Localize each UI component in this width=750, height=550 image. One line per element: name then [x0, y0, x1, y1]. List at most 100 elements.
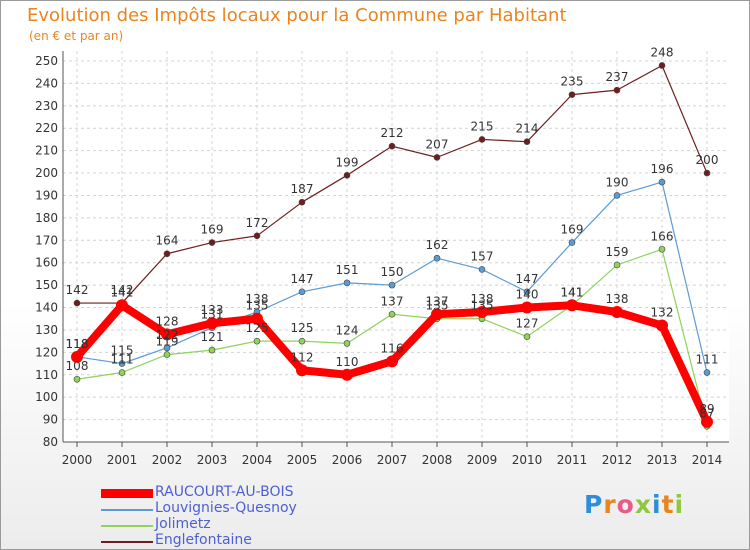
y-tick-label: 90: [43, 413, 58, 427]
data-label: 87: [699, 406, 714, 420]
y-tick-label: 80: [43, 435, 58, 449]
x-tick-label: 2012: [602, 453, 633, 467]
data-label: 111: [111, 353, 134, 367]
data-label: 122: [156, 328, 179, 342]
data-label: 212: [381, 126, 404, 140]
data-point: [341, 368, 353, 381]
data-point: [206, 317, 218, 330]
data-label: 162: [426, 238, 449, 252]
logo-letter: i: [652, 490, 662, 519]
x-tick-label: 2003: [197, 453, 228, 467]
data-point: [703, 169, 711, 177]
data-point: [523, 333, 531, 340]
data-label: 142: [66, 283, 89, 297]
y-tick-label: 150: [35, 278, 58, 292]
data-label: 138: [246, 292, 269, 306]
chart-title: Evolution des Impôts locaux pour la Comm…: [27, 5, 567, 26]
data-label: 196: [651, 162, 674, 176]
legend-label-jolimetz: Jolimetz: [155, 516, 211, 532]
data-label: 147: [291, 272, 314, 286]
data-point: [701, 415, 713, 428]
y-tick-label: 130: [35, 323, 58, 337]
data-label: 127: [516, 317, 539, 331]
data-point: [298, 337, 306, 345]
data-label: 89: [699, 402, 714, 416]
data-label: 138: [471, 292, 494, 306]
y-tick-label: 160: [35, 256, 58, 270]
data-label: 187: [291, 182, 314, 196]
data-point: [478, 266, 486, 273]
data-label: 137: [381, 294, 404, 308]
y-tick-label: 200: [35, 166, 58, 180]
data-point: [296, 364, 308, 377]
x-tick-label: 2005: [287, 453, 318, 467]
data-point: [388, 310, 396, 318]
x-tick-label: 2001: [107, 453, 138, 467]
data-point: [71, 350, 83, 363]
legend-swatch-louvignies: [101, 509, 153, 511]
legend-label-englefontaine: Englefontaine: [155, 532, 252, 548]
data-label: 172: [246, 216, 269, 230]
data-label: 199: [336, 155, 359, 169]
data-point: [163, 344, 171, 352]
data-label: 141: [111, 285, 134, 299]
data-point: [208, 239, 216, 246]
data-label: 237: [606, 70, 629, 84]
data-label: 248: [651, 45, 674, 59]
data-label: 200: [696, 153, 719, 167]
y-tick-label: 120: [35, 345, 58, 359]
data-point: [431, 308, 443, 321]
data-label: 125: [246, 321, 269, 335]
logo-letter: o: [616, 490, 635, 519]
data-point: [523, 288, 531, 296]
data-label: 118: [66, 337, 89, 351]
y-tick-label: 240: [35, 76, 58, 90]
data-point: [163, 351, 171, 358]
data-label: 169: [561, 223, 584, 237]
data-label: 140: [516, 288, 539, 302]
data-point: [161, 328, 173, 341]
data-point: [656, 319, 668, 332]
data-label: 132: [651, 305, 674, 319]
data-point: [298, 198, 306, 206]
chart-subtitle: (en € et par an): [29, 29, 124, 43]
data-point: [658, 178, 666, 186]
data-label: 110: [336, 355, 359, 369]
data-point: [343, 340, 351, 347]
data-point: [658, 245, 666, 253]
data-point: [613, 261, 621, 269]
data-point: [388, 142, 396, 150]
data-label: 159: [606, 245, 629, 259]
legend-label-louvignies: Louvignies-Quesnoy: [155, 500, 297, 516]
data-point: [386, 355, 398, 368]
data-label: 124: [336, 323, 359, 337]
data-label: 138: [606, 292, 629, 306]
proxiti-logo: Proxiti: [584, 490, 684, 519]
data-point: [613, 192, 621, 199]
x-tick-label: 2008: [422, 453, 453, 467]
data-label: 135: [246, 299, 269, 313]
data-point: [253, 232, 261, 240]
data-point: [433, 154, 441, 161]
y-tick-label: 210: [35, 144, 58, 158]
data-label: 207: [426, 137, 449, 151]
data-label: 115: [111, 344, 134, 358]
data-point: [476, 306, 488, 319]
data-label: 125: [291, 321, 314, 335]
legend-swatch-raucourt: [101, 489, 153, 498]
legend-swatch-englefontaine: [101, 541, 153, 543]
x-tick-label: 2004: [242, 453, 273, 467]
data-point: [118, 360, 126, 367]
y-tick-label: 140: [35, 301, 58, 315]
data-point: [478, 136, 486, 143]
x-tick-label: 2011: [557, 453, 588, 467]
data-label: 151: [336, 263, 359, 277]
data-point: [253, 337, 261, 345]
y-tick-label: 100: [35, 390, 58, 404]
x-tick-label: 2002: [152, 453, 183, 467]
data-point: [388, 281, 396, 289]
data-label: 131: [201, 308, 224, 322]
data-point: [521, 301, 533, 314]
data-label: 118: [66, 337, 89, 351]
